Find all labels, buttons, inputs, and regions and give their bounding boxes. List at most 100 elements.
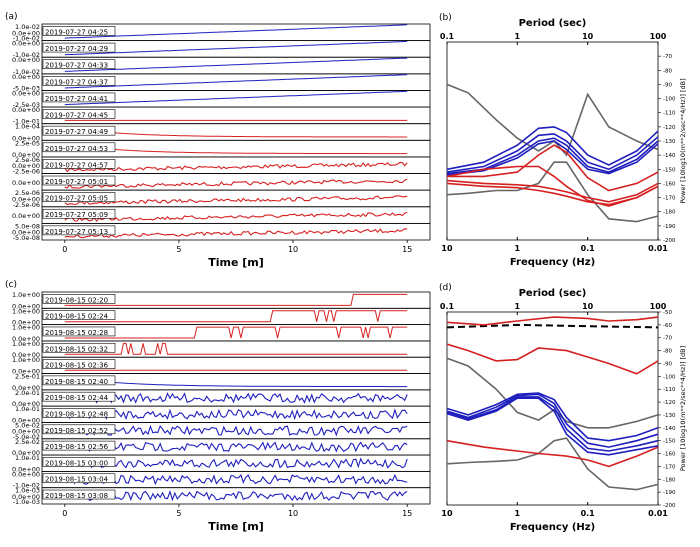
- trace-label-box: [42, 440, 116, 451]
- power-tick-label: -50: [663, 310, 672, 316]
- y-tick-label: 0.0e+00: [12, 40, 40, 48]
- y-tick-label: 1.0e-02: [15, 23, 40, 31]
- trace-line: [64, 391, 408, 404]
- trace-line: [64, 24, 408, 39]
- power-tick-label: -80: [663, 68, 672, 74]
- trace-label: 2019-08-15 02:20: [45, 296, 108, 304]
- period-tick-label: 100: [650, 32, 667, 41]
- trace-label: 2019-07-27 04:33: [45, 62, 108, 70]
- power-tick-label: -150: [663, 439, 676, 445]
- psd-series-NHNM: [446, 357, 659, 429]
- y-tick-label: -5.0e-02: [13, 433, 40, 441]
- y-tick-label: 0.0e+00: [12, 428, 40, 436]
- panel-label: (b): [439, 13, 452, 23]
- y-tick-label: 0.0e+00: [12, 229, 40, 237]
- x-tick-label: 5: [176, 509, 181, 518]
- power-tick-label: -190: [663, 224, 676, 230]
- y-tick-label: 1.0e+00: [12, 340, 40, 348]
- trace-label-box: [42, 424, 116, 435]
- power-tick-label: -170: [663, 464, 676, 470]
- y-tick-label: 1.0e+00: [12, 356, 40, 364]
- y-tick-label: -5.0e-03: [13, 84, 40, 92]
- y-tick-label: 1.0e+00: [12, 291, 40, 299]
- trace-label-box: [42, 59, 116, 70]
- power-tick-label: -120: [663, 125, 676, 131]
- power-tick-label: -170: [663, 196, 676, 202]
- power-tick-label: -160: [663, 452, 676, 458]
- y-tick-label: 1.0e+00: [12, 307, 40, 315]
- power-tick-label: -200: [663, 238, 676, 244]
- trace-line: [64, 326, 408, 339]
- period-axis-title: Period (sec): [519, 18, 587, 29]
- power-tick-label: -130: [663, 139, 676, 145]
- period-tick-label: 1: [515, 302, 521, 311]
- trace-line: [64, 74, 408, 89]
- y-tick-label: 0.0e+00: [12, 151, 40, 159]
- y-tick-label: 2.5e-06: [15, 189, 40, 197]
- x-tick-label: 0: [62, 245, 67, 254]
- psd-series-blue-4: [446, 140, 659, 176]
- psd-series-NLNM: [446, 437, 659, 491]
- trace-label: 2019-07-27 04:41: [45, 95, 108, 103]
- y-tick-label: 0.0e+00: [12, 56, 40, 64]
- power-axis-label: Power [10log10(m**2/sec**4/Hz)] [dB]: [679, 346, 687, 471]
- period-axis-title: Period (sec): [519, 288, 587, 299]
- x-axis-label: Time [m]: [208, 520, 264, 533]
- trace-line: [64, 342, 408, 355]
- period-tick-label: 100: [650, 302, 667, 311]
- power-tick-label: -180: [663, 477, 676, 483]
- trace-label: 2019-08-15 03:04: [45, 476, 109, 484]
- freq-tick-label: 1: [515, 509, 521, 518]
- trace-frame: [41, 222, 431, 241]
- psd-series-blue-3: [446, 137, 659, 175]
- power-tick-label: -140: [663, 426, 676, 432]
- trace-label-box: [42, 359, 116, 369]
- trace-label-box: [42, 326, 116, 337]
- trace-label-box: [42, 142, 116, 153]
- trace-line: [64, 90, 408, 106]
- trace-label: 2019-07-27 05:13: [45, 228, 108, 236]
- psd-series-blue-1: [446, 126, 659, 171]
- trace-label: 2019-08-15 02:36: [45, 362, 109, 370]
- y-tick-label: 0.0e+00: [12, 384, 40, 392]
- trace-label-box: [42, 192, 116, 202]
- y-tick-label: -1.0e-01: [13, 118, 40, 126]
- power-tick-label: -110: [663, 111, 676, 117]
- trace-line: [64, 424, 408, 437]
- freq-tick-label: 0.01: [648, 509, 668, 518]
- y-tick-label: 1.0e-03: [15, 487, 40, 495]
- psd-series-blue-2: [446, 133, 659, 173]
- psd-series-red-1: [447, 144, 659, 192]
- y-tick-label: 1.0e-01: [15, 454, 40, 462]
- trace-line: [64, 457, 408, 469]
- trace-label-box: [42, 294, 116, 304]
- trace-label-box: [42, 457, 116, 467]
- trace-label: 2019-08-15 03:00: [45, 459, 108, 467]
- y-tick-label: 2.0e-01: [15, 389, 40, 397]
- psd-series-red-mid: [446, 343, 659, 375]
- y-tick-label: 0.0e+00: [12, 416, 40, 424]
- period-tick-label: 10: [582, 302, 594, 311]
- trace-line: [64, 211, 408, 222]
- trace-line: [64, 57, 408, 72]
- y-tick-label: 0.0e+00: [12, 449, 40, 457]
- y-tick-label: 0.0e+00: [12, 470, 40, 478]
- y-tick-label: -1.0e-02: [13, 482, 40, 490]
- power-tick-label: -130: [663, 413, 676, 419]
- y-tick-label: 1.0e-01: [15, 405, 40, 413]
- x-tick-label: 10: [288, 245, 298, 254]
- freq-axis-label: Frequency (Hz): [510, 522, 595, 533]
- y-tick-label: 2.5e-05: [15, 139, 40, 147]
- y-tick-label: 1.0e+00: [12, 324, 40, 332]
- trace-label: 2019-07-27 05:01: [45, 178, 108, 186]
- trace-label-box: [42, 208, 116, 219]
- psd-series-NHNM: [446, 83, 659, 157]
- period-tick-label: 1: [515, 32, 521, 41]
- power-tick-label: -110: [663, 387, 676, 393]
- y-tick-label: 2.5e-01: [15, 373, 40, 381]
- y-tick-label: 0.0e+00: [12, 302, 40, 310]
- power-tick-label: -140: [663, 153, 676, 159]
- freq-tick-label: 10: [441, 509, 453, 518]
- y-tick-label: 2.5e-02: [15, 438, 40, 446]
- y-tick-label: 1.0e-04: [15, 123, 40, 131]
